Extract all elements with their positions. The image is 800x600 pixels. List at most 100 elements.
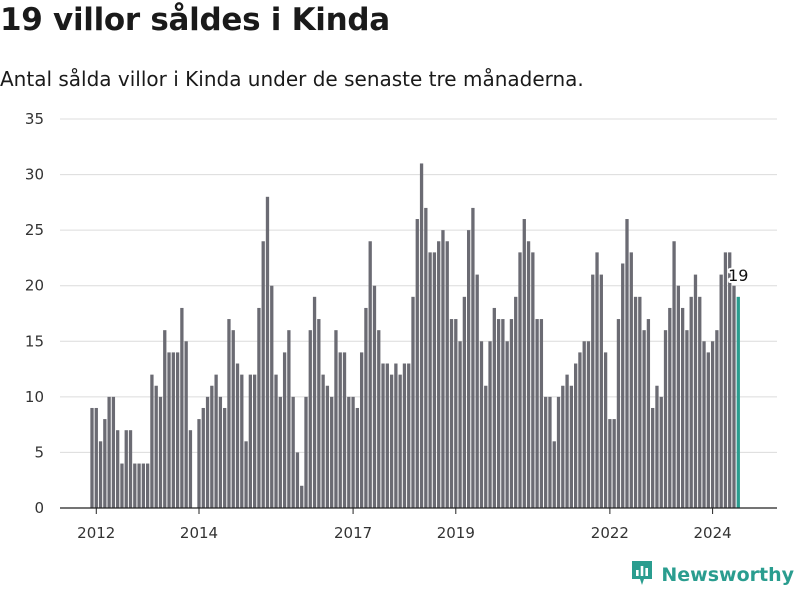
- bar: [120, 463, 124, 508]
- bar: [539, 319, 544, 508]
- bar: [646, 319, 651, 508]
- bar: [668, 307, 672, 508]
- bar: [702, 341, 706, 508]
- bar: [518, 252, 522, 508]
- bar: [334, 330, 338, 508]
- y-tick-label: 20: [25, 277, 44, 295]
- x-tick-label: 2014: [180, 524, 218, 542]
- bar: [223, 407, 227, 508]
- bar: [698, 296, 702, 508]
- bar: [141, 463, 146, 508]
- bar: [685, 330, 689, 508]
- bar: [445, 241, 449, 508]
- bar: [591, 274, 595, 508]
- bar: [710, 341, 715, 508]
- bar: [732, 285, 736, 508]
- bar: [544, 396, 548, 508]
- x-tick-label: 2019: [437, 524, 475, 542]
- bar: [676, 285, 681, 508]
- bar: [462, 296, 467, 508]
- bar: [488, 341, 492, 508]
- bar: [437, 241, 441, 508]
- bar: [625, 219, 629, 508]
- bar: [107, 396, 111, 508]
- bar: [163, 330, 167, 508]
- bar: [210, 385, 214, 508]
- bar: [659, 396, 663, 508]
- bar: [278, 396, 282, 508]
- bar: [552, 441, 556, 508]
- bar: [98, 441, 103, 508]
- bar: [312, 296, 317, 508]
- bar: [90, 407, 94, 508]
- y-tick-label: 25: [25, 221, 44, 239]
- bar: [501, 319, 505, 508]
- bar: [385, 363, 389, 508]
- data-label-latest: 19: [728, 266, 748, 285]
- bar: [274, 374, 278, 508]
- bar: [300, 485, 304, 508]
- bar: [719, 274, 723, 508]
- bar: [556, 396, 561, 508]
- y-tick-label: 15: [25, 332, 44, 350]
- bar: [411, 296, 415, 508]
- bar: [205, 396, 210, 508]
- bar: [128, 430, 133, 508]
- bar: [424, 207, 428, 508]
- bar: [548, 396, 552, 508]
- bar: [514, 296, 518, 508]
- bar: [257, 307, 261, 508]
- bar: [184, 341, 188, 508]
- x-tick-label: 2017: [334, 524, 372, 542]
- bar: [689, 296, 693, 508]
- bar: [154, 385, 158, 508]
- bar: [389, 374, 394, 508]
- bar: [599, 274, 603, 508]
- bar: [364, 307, 368, 508]
- chart-subtitle: Antal sålda villor i Kinda under de sena…: [0, 67, 584, 91]
- bar: [180, 307, 184, 508]
- bar: [347, 396, 351, 508]
- bar: [402, 363, 407, 508]
- y-tick-label: 30: [25, 166, 44, 184]
- bar: [535, 319, 539, 508]
- bar: [458, 341, 462, 508]
- bar: [693, 274, 698, 508]
- bar: [94, 407, 98, 508]
- bar: [291, 396, 295, 508]
- bar: [526, 241, 531, 508]
- bar: [492, 307, 496, 508]
- data-label-halo: 19: [728, 266, 748, 285]
- bar: [133, 463, 137, 508]
- bar: [368, 241, 372, 508]
- bar: [608, 419, 612, 508]
- bar: [381, 363, 385, 508]
- bar: [466, 230, 471, 508]
- bar: [282, 352, 287, 508]
- bar: [111, 396, 116, 508]
- bar: [663, 330, 668, 508]
- bar: [603, 352, 608, 508]
- bar: [201, 407, 205, 508]
- x-tick-label: 2024: [694, 524, 732, 542]
- bar: [330, 396, 334, 508]
- bar: [240, 374, 244, 508]
- brand-name: Newsworthy: [661, 564, 794, 586]
- bar: [342, 352, 347, 508]
- bar: [655, 385, 659, 508]
- bar: [252, 374, 257, 508]
- bar: [231, 330, 235, 508]
- bar: [616, 319, 621, 508]
- bar: [188, 430, 193, 508]
- bar: [150, 374, 154, 508]
- bar: [629, 252, 633, 508]
- bar: [633, 296, 638, 508]
- x-tick-label: 2012: [77, 524, 115, 542]
- bar: [359, 352, 364, 508]
- bar: [680, 307, 685, 508]
- bar: [475, 274, 479, 508]
- bar: [295, 452, 300, 508]
- bar: [158, 396, 163, 508]
- bar: [355, 407, 360, 508]
- bar: [578, 352, 582, 508]
